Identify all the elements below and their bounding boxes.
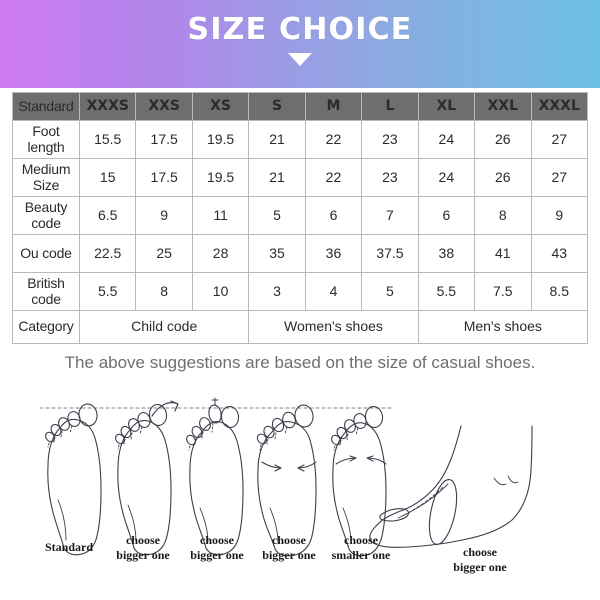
foot-sole-3: [186, 397, 244, 556]
cell-ou-code-0: 22.5: [78, 234, 137, 273]
foot-label-6: choose bigger one: [453, 545, 507, 574]
cell-beauty-code-0: 6.5: [78, 196, 137, 235]
foot-label-5: choose smaller one: [331, 533, 391, 562]
header-col-7: XXL: [474, 92, 532, 121]
cell-beauty-code-5: 7: [361, 196, 419, 235]
cell-ou-code-4: 36: [304, 234, 363, 273]
row-label-foot-length: Foot length: [12, 120, 80, 159]
row-label-ou-code: Ou code: [12, 234, 80, 273]
cell-british-code-6: 5.5: [417, 272, 476, 311]
header-banner: SIZE CHOICE: [0, 0, 600, 88]
category-mens-shoes: Men's shoes: [417, 310, 589, 344]
header-col-4: M: [304, 92, 363, 121]
cell-ou-code-5: 37.5: [361, 234, 419, 273]
cell-medium-size-1: 17.5: [135, 158, 193, 197]
category-child-code: Child code: [78, 310, 250, 344]
row-label-category: Category: [12, 310, 80, 344]
narrow-arrow-right: [366, 457, 387, 465]
row-label-beauty-code: Beauty code: [12, 196, 80, 235]
table-row: Medium Size 15 17.5 19.5 21 22 23 24 26 …: [12, 158, 588, 197]
table-header-row: Standard XXXS XXS XS S M L XL XXL XXXL: [12, 92, 588, 121]
cell-british-code-7: 7.5: [474, 272, 532, 311]
cell-british-code-3: 3: [248, 272, 306, 311]
cell-beauty-code-8: 9: [530, 196, 588, 235]
width-arrow-left: [261, 461, 282, 469]
foot-label-3: choose bigger one: [190, 533, 244, 562]
cell-medium-size-6: 24: [417, 158, 476, 197]
cell-foot-length-1: 17.5: [135, 120, 193, 159]
cell-beauty-code-6: 6: [417, 196, 476, 235]
cell-ou-code-6: 38: [417, 234, 476, 273]
cell-beauty-code-3: 5: [248, 196, 306, 235]
cell-ou-code-7: 41: [474, 234, 532, 273]
table-row: Beauty code 6.5 9 11 5 6 7 6 8 9: [12, 196, 588, 235]
cell-foot-length-8: 27: [530, 120, 588, 159]
cell-british-code-5: 5: [361, 272, 419, 311]
cell-medium-size-3: 21: [248, 158, 306, 197]
cell-ou-code-1: 25: [135, 234, 193, 273]
cell-ou-code-2: 28: [191, 234, 250, 273]
table-caption: The above suggestions are based on the s…: [64, 353, 536, 372]
page-title: SIZE CHOICE: [187, 12, 413, 47]
row-label-medium-size: Medium Size: [12, 158, 80, 197]
cell-foot-length-7: 26: [474, 120, 532, 159]
table-row-category: Category Child code Women's shoes Men's …: [12, 310, 589, 344]
cell-british-code-2: 10: [191, 272, 250, 311]
cell-ou-code-3: 35: [248, 234, 306, 273]
cell-beauty-code-7: 8: [474, 196, 532, 235]
header-col-6: XL: [417, 92, 476, 121]
cell-foot-length-3: 21: [248, 120, 306, 159]
cell-medium-size-2: 19.5: [191, 158, 250, 197]
cell-medium-size-7: 26: [474, 158, 532, 197]
foot-label-4: choose bigger one: [262, 533, 316, 562]
category-womens-shoes: Women's shoes: [248, 310, 419, 344]
foot-sole-4: [256, 404, 317, 557]
size-table: Standard XXXS XXS XS S M L XL XXL XXXL F…: [12, 92, 589, 344]
cell-foot-length-4: 22: [304, 120, 363, 159]
cell-british-code-8: 8.5: [530, 272, 588, 311]
header-col-3: S: [248, 92, 306, 121]
foot-illustrations: Standard choose bigger one choose bigger…: [0, 390, 600, 600]
cell-british-code-4: 4: [304, 272, 363, 311]
foot-label-2: choose bigger one: [116, 533, 170, 562]
header-standard: Standard: [12, 92, 80, 121]
width-arrow-right: [297, 461, 317, 469]
cell-medium-size-8: 27: [530, 158, 588, 197]
triangle-down-icon: [288, 53, 312, 66]
cell-foot-length-6: 24: [417, 120, 476, 159]
narrow-arrow-left: [335, 457, 357, 465]
foot-sole-5: [331, 405, 387, 557]
feet-svg: [39, 397, 533, 557]
header-col-5: L: [361, 92, 419, 121]
header-col-2: XS: [191, 92, 250, 121]
cell-foot-length-2: 19.5: [191, 120, 250, 159]
cell-british-code-0: 5.5: [78, 272, 137, 311]
table-row: Foot length 15.5 17.5 19.5 21 22 23 24 2…: [12, 120, 588, 159]
instep-loop: [428, 479, 458, 545]
foot-sole-2: [115, 400, 179, 556]
cell-beauty-code-1: 9: [135, 196, 193, 235]
cell-foot-length-0: 15.5: [78, 120, 137, 159]
row-label-british-code: British code: [12, 272, 80, 311]
cell-beauty-code-2: 11: [191, 196, 250, 235]
header-col-0: XXXS: [78, 92, 137, 121]
cell-ou-code-8: 43: [530, 234, 588, 273]
header-col-1: XXS: [135, 92, 193, 121]
cell-medium-size-5: 23: [361, 158, 419, 197]
size-table-container: Standard XXXS XXS XS S M L XL XXL XXXL F…: [12, 92, 589, 344]
foot-side-profile: [369, 425, 533, 548]
foot-label-1: Standard: [44, 540, 94, 554]
table-row: Ou code 22.5 25 28 35 36 37.5 38 41 43: [12, 234, 588, 273]
cell-medium-size-4: 22: [304, 158, 363, 197]
foot-sole-1: [45, 403, 102, 556]
cell-medium-size-0: 15: [78, 158, 137, 197]
cell-foot-length-5: 23: [361, 120, 419, 159]
cell-beauty-code-4: 6: [304, 196, 363, 235]
table-row: British code 5.5 8 10 3 4 5 5.5 7.5 8.5: [12, 272, 588, 311]
header-col-8: XXXL: [530, 92, 588, 121]
cell-british-code-1: 8: [135, 272, 193, 311]
